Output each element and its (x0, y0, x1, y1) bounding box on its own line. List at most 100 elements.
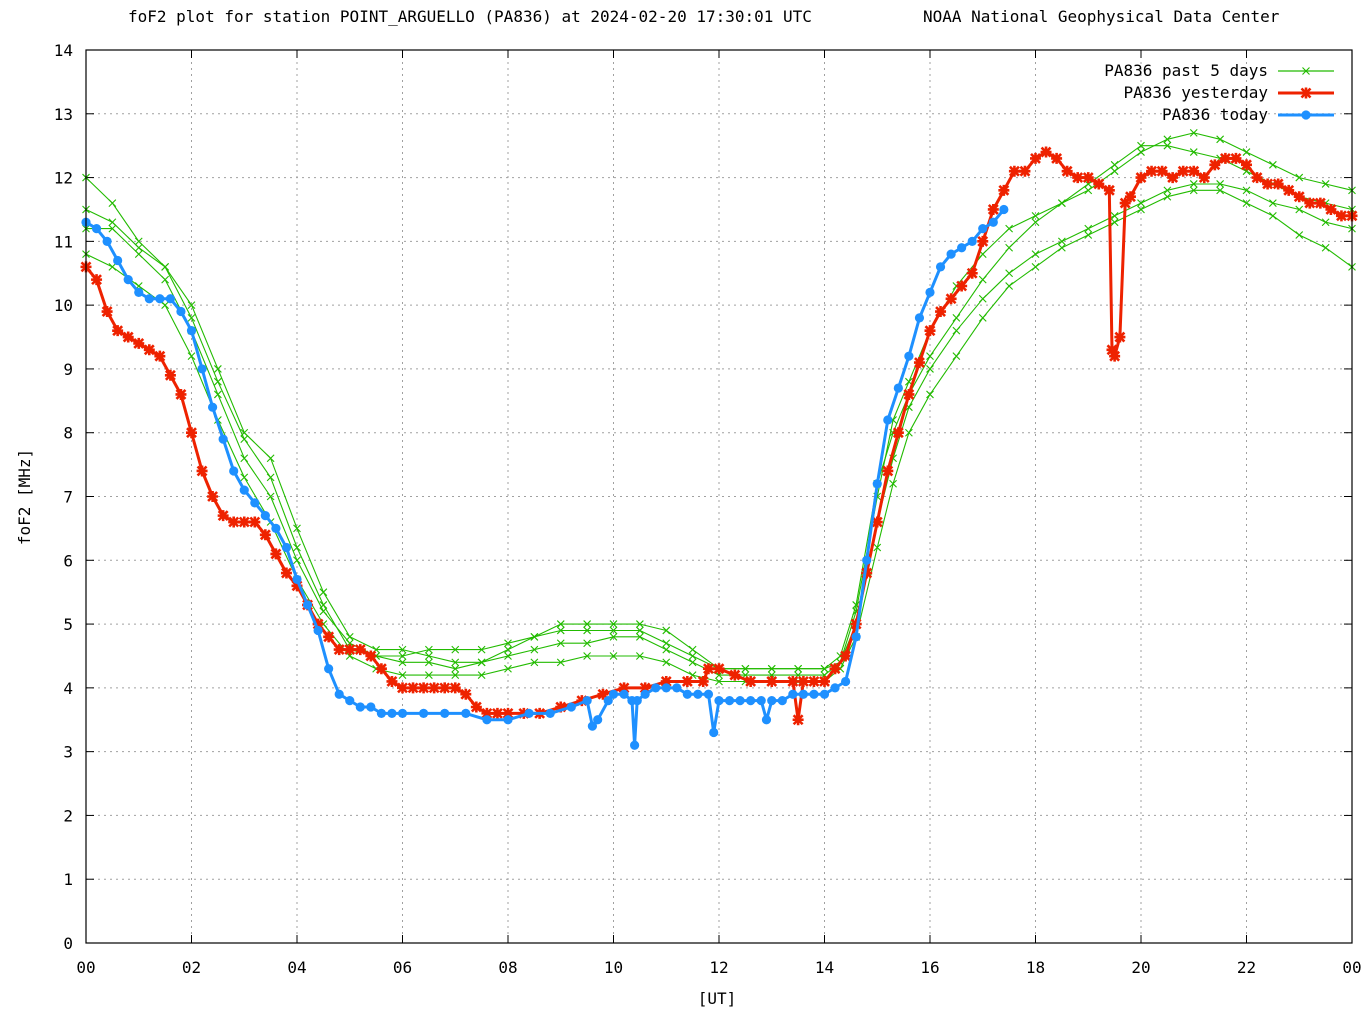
data-point (945, 293, 957, 305)
data-point (161, 262, 170, 271)
data-point (662, 658, 671, 667)
data-point (451, 671, 460, 679)
data-point (397, 708, 408, 718)
data-point (504, 664, 512, 673)
data-point (873, 543, 882, 552)
grid-lines (86, 50, 1352, 943)
x-tick-label: 04 (287, 958, 306, 977)
data-point (819, 689, 830, 699)
x-tick-label: 20 (1131, 958, 1150, 977)
x-tick-label: 06 (393, 958, 412, 977)
data-point (1031, 218, 1040, 227)
data-point (713, 663, 725, 675)
chart-source: NOAA National Geophysical Data Center (923, 7, 1280, 26)
data-point (460, 688, 472, 700)
data-point (266, 492, 275, 501)
data-point (1163, 141, 1172, 150)
data-point (1268, 211, 1277, 220)
data-point (312, 618, 324, 630)
data-point (386, 675, 398, 687)
data-point (424, 652, 433, 660)
data-point (355, 702, 365, 712)
data-point (266, 473, 275, 482)
data-point (1268, 160, 1277, 169)
data-point (1110, 160, 1119, 169)
data-point (829, 663, 841, 675)
data-point (1084, 186, 1093, 195)
data-point (113, 255, 123, 266)
data-point (660, 675, 672, 687)
data-point (566, 702, 576, 712)
data-point (583, 639, 592, 648)
data-point (767, 664, 776, 673)
data-point (398, 645, 407, 654)
data-point (926, 365, 934, 373)
data-point (682, 689, 692, 699)
data-point (903, 388, 915, 400)
data-point (1137, 141, 1145, 150)
data-point (1135, 172, 1147, 184)
data-point (293, 543, 301, 552)
y-tick-label: 5 (63, 615, 73, 634)
data-point (1325, 203, 1337, 215)
data-point (1057, 199, 1066, 207)
y-tick-label: 0 (63, 934, 73, 953)
data-point (597, 688, 609, 700)
data-point (144, 294, 154, 304)
data-point (260, 511, 270, 521)
data-point (697, 675, 709, 687)
data-point (1005, 243, 1014, 252)
y-tick-label: 3 (63, 743, 73, 762)
data-point (608, 689, 619, 699)
data-point (451, 645, 460, 654)
x-tick-label: 22 (1237, 958, 1256, 977)
data-point (1163, 186, 1172, 195)
data-point (250, 498, 260, 508)
data-point (893, 383, 903, 393)
legend-marker (1302, 67, 1310, 75)
data-point (926, 352, 934, 361)
data-point (530, 632, 539, 641)
data-point (603, 696, 613, 706)
data-point (583, 652, 592, 660)
data-point (609, 632, 618, 641)
data-point (477, 658, 486, 667)
data-point (1189, 186, 1198, 195)
data-point (1216, 186, 1225, 195)
x-axis-label: [UT] (698, 989, 737, 1008)
data-point (319, 588, 328, 597)
data-point (398, 652, 407, 660)
data-point (302, 600, 313, 610)
data-point (688, 652, 697, 660)
data-point (635, 620, 644, 628)
data-point (161, 275, 170, 284)
data-point (424, 671, 433, 679)
data-point (688, 658, 697, 667)
data-point (715, 677, 723, 686)
data-point (376, 708, 386, 718)
data-point (808, 675, 820, 687)
data-point (905, 428, 913, 437)
data-point (1198, 172, 1210, 184)
data-point (978, 275, 987, 284)
data-point (1137, 199, 1145, 207)
data-point (635, 652, 644, 660)
data-point (892, 427, 904, 439)
data-point (108, 218, 117, 227)
data-point (862, 555, 872, 565)
y-tick-label: 13 (54, 105, 73, 124)
data-point (481, 707, 493, 719)
data-point (112, 325, 124, 337)
data-point (123, 275, 133, 285)
data-point (978, 294, 987, 303)
data-point (956, 280, 968, 292)
data-point (1040, 146, 1052, 158)
data-point (925, 287, 935, 297)
data-point (240, 454, 249, 463)
data-point (794, 664, 803, 673)
data-point (556, 639, 565, 648)
x-tick-label: 00 (76, 958, 95, 977)
data-point (293, 556, 301, 565)
data-point (746, 696, 756, 706)
